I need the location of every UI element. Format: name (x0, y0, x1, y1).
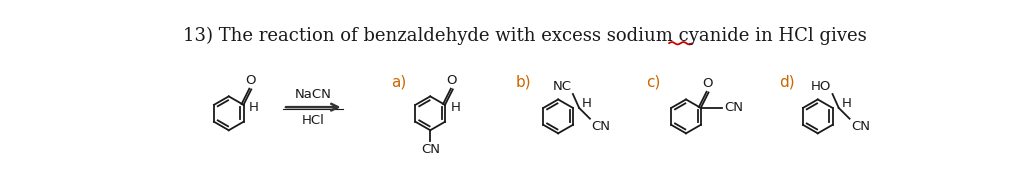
Text: CN: CN (421, 143, 439, 156)
Text: H: H (842, 97, 852, 110)
Text: HO: HO (811, 79, 830, 93)
Text: c): c) (646, 75, 660, 90)
Text: a): a) (391, 75, 407, 90)
Text: O: O (702, 77, 713, 90)
Text: b): b) (515, 75, 531, 90)
Text: H: H (451, 101, 461, 114)
Text: CN: CN (592, 120, 610, 133)
Text: O: O (245, 74, 256, 87)
Text: H: H (583, 97, 592, 110)
Text: NC: NC (552, 79, 571, 93)
Text: CN: CN (724, 101, 743, 114)
Text: d): d) (779, 75, 795, 90)
Text: NaCN: NaCN (295, 88, 332, 101)
Text: CN: CN (851, 120, 870, 133)
Text: 13) The reaction of benzaldehyde with excess sodium cyanide in HCl gives: 13) The reaction of benzaldehyde with ex… (183, 26, 866, 45)
Text: O: O (446, 74, 458, 87)
Text: H: H (249, 101, 259, 114)
Text: HCl: HCl (302, 114, 325, 127)
